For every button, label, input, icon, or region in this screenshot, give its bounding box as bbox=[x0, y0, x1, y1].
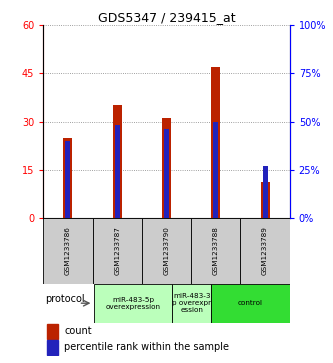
Bar bbox=[240, 217, 290, 284]
Bar bbox=[191, 217, 240, 284]
Bar bbox=[64, 138, 72, 217]
Text: count: count bbox=[64, 326, 92, 336]
Bar bbox=[43, 217, 93, 284]
Bar bbox=[211, 67, 220, 217]
Bar bbox=[142, 217, 191, 284]
Bar bbox=[115, 125, 120, 217]
Text: GSM1233789: GSM1233789 bbox=[262, 226, 268, 275]
Bar bbox=[261, 182, 269, 217]
Bar bbox=[47, 324, 58, 339]
Text: GSM1233787: GSM1233787 bbox=[114, 226, 120, 275]
Text: percentile rank within the sample: percentile rank within the sample bbox=[64, 342, 229, 352]
Bar bbox=[113, 106, 122, 217]
Text: miR-483-3
p overexpr
ession: miR-483-3 p overexpr ession bbox=[172, 293, 211, 313]
Text: GSM1233788: GSM1233788 bbox=[213, 226, 219, 275]
Title: GDS5347 / 239415_at: GDS5347 / 239415_at bbox=[98, 11, 235, 24]
Bar bbox=[211, 284, 290, 323]
Bar bbox=[172, 284, 211, 323]
Text: control: control bbox=[238, 300, 263, 306]
Bar bbox=[94, 284, 172, 323]
Bar bbox=[213, 122, 218, 217]
Text: GSM1233790: GSM1233790 bbox=[164, 226, 169, 275]
Bar bbox=[66, 141, 70, 217]
Bar bbox=[263, 166, 267, 217]
Bar bbox=[162, 118, 171, 217]
Bar bbox=[47, 340, 58, 355]
Text: protocol: protocol bbox=[45, 294, 85, 303]
Bar bbox=[93, 217, 142, 284]
Bar bbox=[164, 129, 169, 217]
Text: miR-483-5p
overexpression: miR-483-5p overexpression bbox=[106, 297, 161, 310]
Text: GSM1233786: GSM1233786 bbox=[65, 226, 71, 275]
